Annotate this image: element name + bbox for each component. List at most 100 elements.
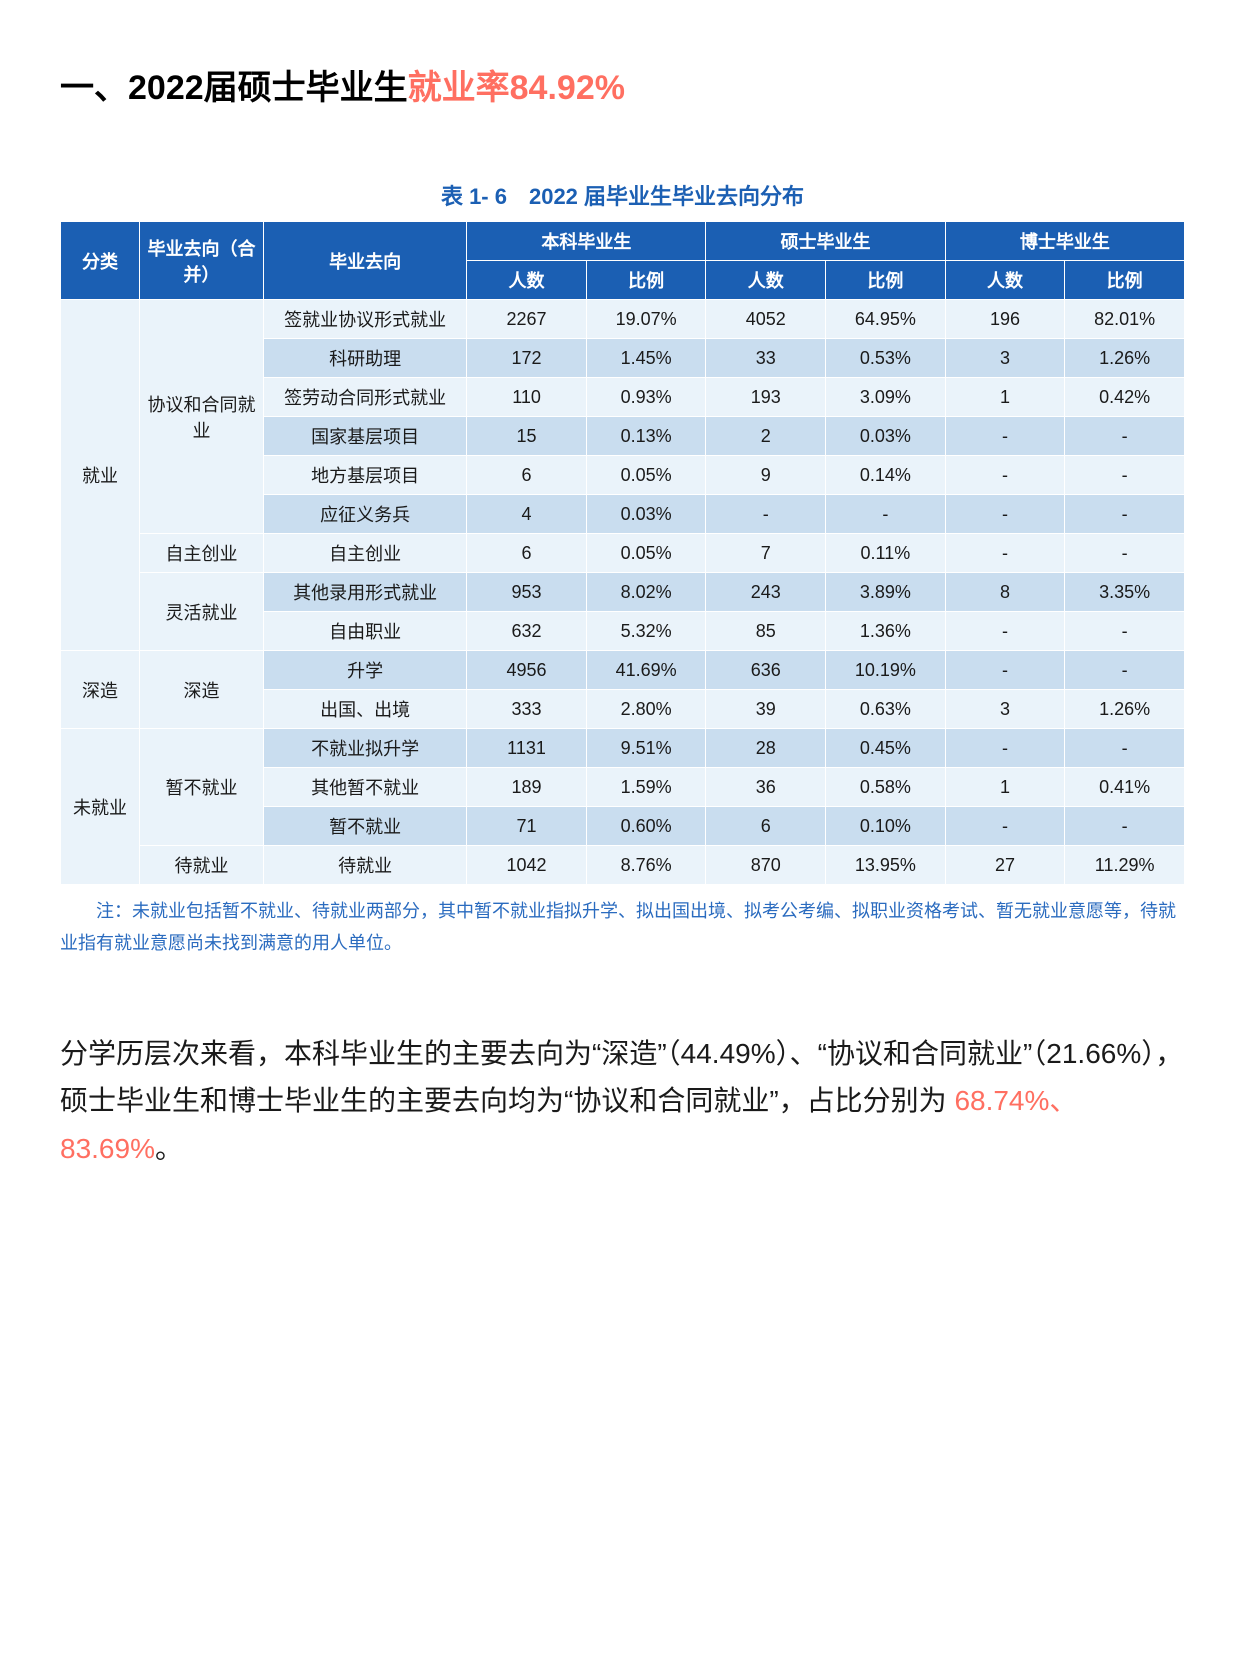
cell-m_p: 0.53% (826, 339, 946, 378)
cell-b_p: 0.93% (586, 378, 706, 417)
cell-dest: 自主创业 (264, 534, 467, 573)
cell-m_n: 193 (706, 378, 826, 417)
title-highlight: 就业率84.92% (408, 69, 625, 107)
cell-m_p: 0.14% (826, 456, 946, 495)
cell-d_p: 11.29% (1065, 846, 1185, 885)
cell-dest: 科研助理 (264, 339, 467, 378)
table-body: 就业协议和合同就业签就业协议形式就业226719.07%405264.95%19… (61, 300, 1185, 885)
cell-m_p: 0.03% (826, 417, 946, 456)
cell-b_p: 0.13% (586, 417, 706, 456)
analysis-paragraph: 分学历层次来看，本科毕业生的主要去向为“深造”（44.49%）、“协议和合同就业… (60, 1030, 1185, 1173)
cell-dest: 应征义务兵 (264, 495, 467, 534)
th-group-bachelor: 本科毕业生 (467, 222, 706, 261)
th-sub: 人数 (945, 261, 1065, 300)
distribution-table: 分类 毕业去向（合并） 毕业去向 本科毕业生 硕士毕业生 博士毕业生 人数 比例… (60, 221, 1185, 885)
table-row: 自主创业自主创业60.05%70.11%-- (61, 534, 1185, 573)
cell-dest: 国家基层项目 (264, 417, 467, 456)
cell-d_n: 196 (945, 300, 1065, 339)
cell-d_p: 1.26% (1065, 339, 1185, 378)
cell-subcategory: 灵活就业 (139, 573, 263, 651)
cell-b_p: 41.69% (586, 651, 706, 690)
cell-d_n: - (945, 456, 1065, 495)
cell-m_p: 0.10% (826, 807, 946, 846)
cell-m_n: 243 (706, 573, 826, 612)
cell-m_n: 33 (706, 339, 826, 378)
cell-b_n: 15 (467, 417, 587, 456)
cell-dest: 签劳动合同形式就业 (264, 378, 467, 417)
cell-d_p: - (1065, 729, 1185, 768)
cell-d_p: - (1065, 807, 1185, 846)
cell-b_n: 1131 (467, 729, 587, 768)
cell-d_n: 3 (945, 339, 1065, 378)
cell-d_p: 3.35% (1065, 573, 1185, 612)
cell-d_n: - (945, 807, 1065, 846)
cell-subcategory: 待就业 (139, 846, 263, 885)
th-category: 分类 (61, 222, 140, 300)
cell-m_p: 64.95% (826, 300, 946, 339)
th-sub: 比例 (826, 261, 946, 300)
table-row: 未就业暂不就业不就业拟升学11319.51%280.45%-- (61, 729, 1185, 768)
cell-b_p: 9.51% (586, 729, 706, 768)
th-sub: 比例 (1065, 261, 1185, 300)
table-row: 待就业待就业10428.76%87013.95%2711.29% (61, 846, 1185, 885)
cell-d_p: - (1065, 534, 1185, 573)
cell-dest: 签就业协议形式就业 (264, 300, 467, 339)
cell-d_n: 8 (945, 573, 1065, 612)
th-dest: 毕业去向 (264, 222, 467, 300)
cell-m_n: 4052 (706, 300, 826, 339)
cell-m_n: 2 (706, 417, 826, 456)
th-sub: 人数 (706, 261, 826, 300)
cell-b_p: 0.05% (586, 456, 706, 495)
th-group-master: 硕士毕业生 (706, 222, 945, 261)
cell-m_n: 39 (706, 690, 826, 729)
cell-d_p: 1.26% (1065, 690, 1185, 729)
cell-dest: 暂不就业 (264, 807, 467, 846)
cell-m_p: 1.36% (826, 612, 946, 651)
cell-b_n: 110 (467, 378, 587, 417)
cell-dest: 升学 (264, 651, 467, 690)
cell-category: 就业 (61, 300, 140, 651)
cell-m_p: - (826, 495, 946, 534)
cell-b_p: 0.03% (586, 495, 706, 534)
cell-m_p: 0.58% (826, 768, 946, 807)
cell-d_p: - (1065, 651, 1185, 690)
cell-m_p: 3.89% (826, 573, 946, 612)
table-row: 灵活就业其他录用形式就业9538.02%2433.89%83.35% (61, 573, 1185, 612)
cell-b_p: 0.60% (586, 807, 706, 846)
cell-d_n: 1 (945, 378, 1065, 417)
cell-m_p: 13.95% (826, 846, 946, 885)
cell-category: 深造 (61, 651, 140, 729)
cell-b_p: 8.76% (586, 846, 706, 885)
cell-b_n: 333 (467, 690, 587, 729)
cell-m_p: 0.11% (826, 534, 946, 573)
cell-m_p: 0.63% (826, 690, 946, 729)
cell-dest: 待就业 (264, 846, 467, 885)
table-row: 就业协议和合同就业签就业协议形式就业226719.07%405264.95%19… (61, 300, 1185, 339)
th-sub: 人数 (467, 261, 587, 300)
cell-subcategory: 自主创业 (139, 534, 263, 573)
cell-b_p: 19.07% (586, 300, 706, 339)
cell-m_p: 3.09% (826, 378, 946, 417)
cell-b_p: 1.45% (586, 339, 706, 378)
cell-m_n: 36 (706, 768, 826, 807)
cell-b_p: 8.02% (586, 573, 706, 612)
cell-b_n: 172 (467, 339, 587, 378)
cell-d_p: 0.42% (1065, 378, 1185, 417)
cell-dest: 不就业拟升学 (264, 729, 467, 768)
cell-d_p: - (1065, 612, 1185, 651)
cell-dest: 出国、出境 (264, 690, 467, 729)
cell-b_n: 6 (467, 534, 587, 573)
cell-d_p: - (1065, 495, 1185, 534)
cell-d_n: 3 (945, 690, 1065, 729)
th-sub: 比例 (586, 261, 706, 300)
cell-subcategory: 深造 (139, 651, 263, 729)
cell-d_n: - (945, 534, 1065, 573)
cell-m_n: - (706, 495, 826, 534)
table-header: 分类 毕业去向（合并） 毕业去向 本科毕业生 硕士毕业生 博士毕业生 人数 比例… (61, 222, 1185, 300)
cell-d_p: 82.01% (1065, 300, 1185, 339)
cell-b_n: 1042 (467, 846, 587, 885)
cell-d_n: 27 (945, 846, 1065, 885)
cell-b_n: 189 (467, 768, 587, 807)
cell-b_p: 0.05% (586, 534, 706, 573)
table-note: 注：未就业包括暂不就业、待就业两部分，其中暂不就业指拟升学、拟出国出境、拟考公考… (60, 895, 1185, 960)
